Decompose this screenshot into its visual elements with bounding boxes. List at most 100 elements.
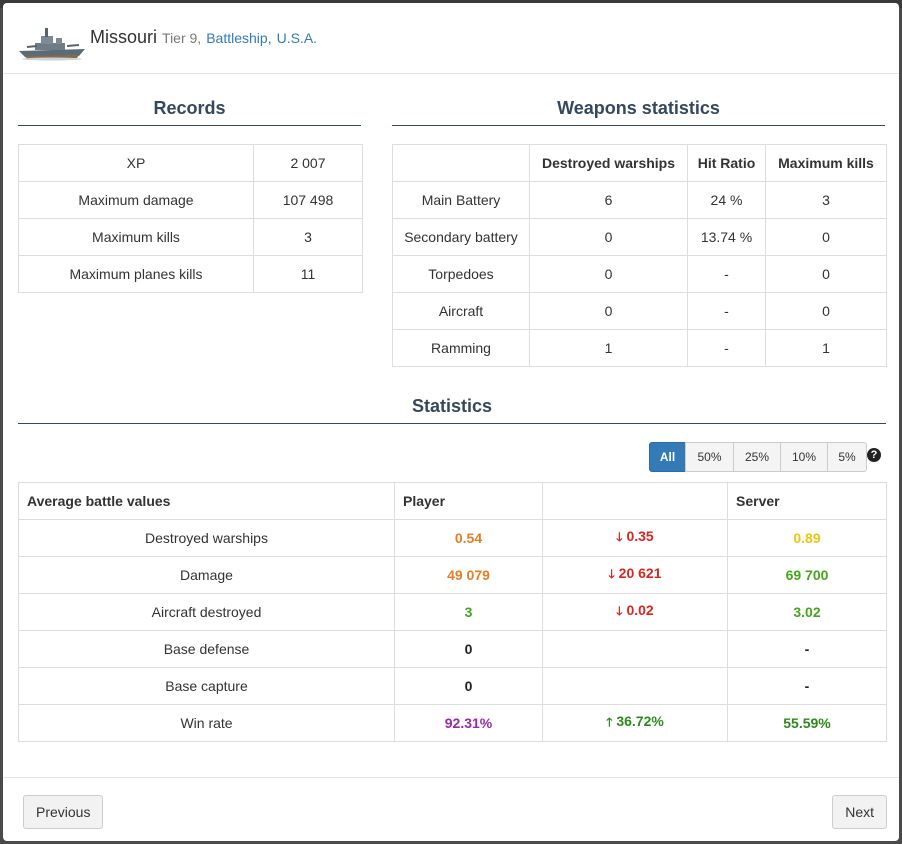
record-value: 2 007 [253, 144, 363, 182]
weapon-weapon: Torpedoes [392, 255, 530, 293]
stats-row: Destroyed warships 0.54 🡓 0.35 0.89 [18, 519, 887, 557]
record-value: 3 [253, 218, 363, 256]
stat-server-value: 3.02 [727, 593, 887, 631]
weapons-table: Destroyed warships Hit Ratio Maximum kills… [392, 144, 887, 367]
weapon-hit-ratio: - [687, 329, 766, 367]
stats-row: Win rate 92.31% 🡑 36.72% 55.59% [18, 704, 887, 742]
weapon-weapon: Secondary battery [392, 218, 530, 256]
stat-difference-value: 20 621 [618, 564, 662, 581]
stat-difference-value: 0.02 [626, 601, 654, 618]
stat-label: Damage [18, 556, 395, 594]
weapon-destroyed: 0 [529, 255, 688, 293]
stat-server-value: - [727, 667, 887, 705]
statistics-title: Statistics [18, 396, 886, 424]
stat-label: Aircraft destroyed [18, 593, 395, 631]
filter-5-percent-button[interactable]: 5% [827, 442, 867, 472]
weapons-row: Secondary battery 0 13.74 % 0 [392, 218, 887, 256]
stats-header-player: Player [394, 482, 543, 520]
ship-details-modal: Missouri Tier 9, Battleship, U.S.A. Reco… [3, 3, 899, 841]
stat-difference-value: 36.72% [616, 712, 664, 729]
filter-all-button[interactable]: All [649, 442, 686, 472]
records-row: XP 2 007 [18, 144, 363, 182]
stat-server-value: 69 700 [727, 556, 887, 594]
stat-player-value: 0 [394, 630, 543, 668]
stat-player-value: 49 079 [394, 556, 543, 594]
stat-server-value: 55.59% [727, 704, 887, 742]
weapon-max-kills: 0 [765, 255, 887, 293]
percentile-filter-group: All 50% 25% 10% 5% [649, 442, 867, 472]
record-label: XP [18, 144, 254, 182]
stat-difference: 🡑 36.72% [542, 704, 728, 742]
record-value: 107 498 [253, 181, 363, 219]
stats-header-diff [542, 482, 728, 520]
weapon-hit-ratio: 13.74 % [687, 218, 766, 256]
weapon-hit-ratio: - [687, 255, 766, 293]
help-icon[interactable]: ? [867, 448, 881, 462]
stats-row: Damage 49 079 🡓 20 621 69 700 [18, 556, 887, 594]
weapon-weapon: Aircraft [392, 292, 530, 330]
records-row: Maximum planes kills 11 [18, 255, 363, 293]
filter-10-percent-button[interactable]: 10% [780, 442, 828, 472]
weapons-row: Aircraft 0-0 [392, 292, 887, 330]
weapon-max-kills: 3 [765, 181, 887, 219]
weapon-destroyed: 6 [529, 181, 688, 219]
ship-nation-link[interactable]: U.S.A. [276, 30, 318, 46]
weapons-header: Maximum kills [765, 144, 887, 182]
stat-difference [542, 630, 728, 668]
weapon-max-kills: 0 [765, 292, 887, 330]
records-table: XP 2 007 Maximum damage 107 498 Maximum kill… [18, 144, 363, 293]
stat-difference-value: 0.35 [626, 527, 654, 544]
weapon-destroyed: 1 [529, 329, 688, 367]
weapons-row: Main Battery 6 24 % 3 [392, 181, 887, 219]
battleship-icon [19, 28, 85, 61]
weapons-header: Destroyed warships [529, 144, 688, 182]
stat-difference: 🡓 0.35 [542, 519, 728, 557]
weapons-header: Hit Ratio [687, 144, 766, 182]
ship-title: Missouri Tier 9, Battleship, U.S.A. [90, 27, 317, 48]
filter-25-percent-button[interactable]: 25% [733, 442, 781, 472]
weapons-title: Weapons statistics [392, 98, 885, 126]
weapon-weapon: Main Battery [392, 181, 530, 219]
weapons-row: Ramming 1-1 [392, 329, 887, 367]
weapons-row: Torpedoes 0-0 [392, 255, 887, 293]
arrow-down-icon: 🡓 [616, 603, 623, 618]
records-row: Maximum kills 3 [18, 218, 363, 256]
arrow-up-icon: 🡑 [606, 714, 613, 729]
stats-row: Base defense 0 - [18, 630, 887, 668]
stat-player-value: 3 [394, 593, 543, 631]
arrow-down-icon: 🡓 [616, 529, 623, 544]
filter-50-percent-button[interactable]: 50% [685, 442, 734, 472]
stats-row: Aircraft destroyed 3 🡓 0.02 3.02 [18, 593, 887, 631]
stat-player-value: 0 [394, 667, 543, 705]
previous-button[interactable]: Previous [23, 795, 104, 829]
ship-class-link[interactable]: Battleship [206, 30, 268, 46]
stats-header-label: Average battle values [18, 482, 395, 520]
ship-title-separator: , [267, 30, 272, 46]
record-label: Maximum damage [18, 181, 254, 219]
weapon-destroyed: 0 [529, 218, 688, 256]
stat-label: Base defense [18, 630, 395, 668]
records-row: Maximum damage 107 498 [18, 181, 363, 219]
stat-server-value: 0.89 [727, 519, 887, 557]
next-button[interactable]: Next [832, 795, 887, 829]
stats-header-server: Server [727, 482, 887, 520]
statistics-table: Average battle values Player Server Dest… [18, 482, 887, 742]
modal-header: Missouri Tier 9, Battleship, U.S.A. [3, 3, 899, 74]
record-label: Maximum kills [18, 218, 254, 256]
weapon-destroyed: 0 [529, 292, 688, 330]
stats-row: Base capture 0 - [18, 667, 887, 705]
ship-name: Missouri [90, 27, 158, 47]
weapon-weapon: Ramming [392, 329, 530, 367]
weapon-max-kills: 0 [765, 218, 887, 256]
weapon-max-kills: 1 [765, 329, 887, 367]
arrow-down-icon: 🡓 [608, 566, 615, 581]
stat-difference [542, 667, 728, 705]
weapon-hit-ratio: 24 % [687, 181, 766, 219]
stat-server-value: - [727, 630, 887, 668]
stat-label: Destroyed warships [18, 519, 395, 557]
stat-player-value: 92.31% [394, 704, 543, 742]
weapons-header [392, 144, 530, 182]
stat-player-value: 0.54 [394, 519, 543, 557]
modal-footer: Previous Next [3, 777, 899, 841]
record-label: Maximum planes kills [18, 255, 254, 293]
